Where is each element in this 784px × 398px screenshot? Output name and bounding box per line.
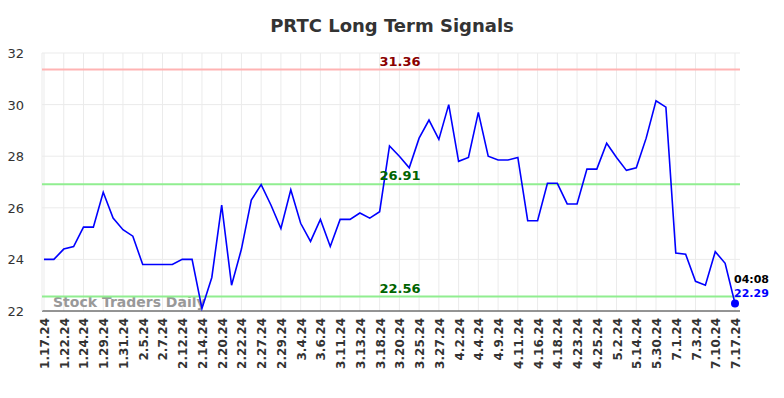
grid-line	[162, 53, 163, 311]
grid-line	[42, 104, 740, 105]
grid-line	[675, 53, 676, 311]
y-axis	[42, 53, 43, 311]
x-tick-label: 4.4.24	[472, 318, 486, 361]
grid-line	[498, 53, 499, 311]
grid-line	[458, 53, 459, 311]
grid-line	[42, 311, 740, 312]
x-tick-label: 3.4.24	[295, 318, 309, 361]
grid-line	[42, 156, 740, 157]
x-tick-label: 7.17.24	[729, 318, 743, 369]
grid-line	[715, 53, 716, 311]
x-tick-label: 2.20.24	[216, 318, 230, 369]
y-tick-label: 28	[7, 149, 24, 164]
grid-line	[261, 53, 262, 311]
x-tick-label: 3.11.24	[334, 318, 348, 369]
grid-line	[42, 207, 740, 208]
grid-line	[577, 53, 578, 311]
x-tick-label: 2.12.24	[176, 318, 190, 369]
grid-line	[182, 53, 183, 311]
x-axis	[42, 311, 740, 312]
grid-line	[300, 53, 301, 311]
grid-line	[636, 53, 637, 311]
y-tick-label: 26	[7, 201, 24, 216]
x-tick-label: 2.27.24	[255, 318, 269, 369]
x-tick-label: 5.2.24	[611, 318, 625, 361]
x-tick-label: 1.29.24	[97, 318, 111, 369]
grid-line	[557, 53, 558, 311]
x-tick-label: 1.22.24	[58, 318, 72, 369]
x-tick-label: 2.22.24	[235, 318, 249, 369]
reference-line	[42, 183, 740, 185]
x-tick-label: 3.25.24	[413, 318, 427, 369]
reference-line	[42, 69, 740, 71]
grid-line	[320, 53, 321, 311]
reference-label: 26.91	[379, 168, 420, 183]
grid-line	[616, 53, 617, 311]
x-tick-label: 4.16.24	[532, 318, 546, 369]
grid-line	[63, 53, 64, 311]
grid-line	[478, 53, 479, 311]
grid-line	[103, 53, 104, 311]
y-tick-label: 30	[7, 98, 24, 113]
y-tick-label: 32	[7, 46, 24, 61]
grid-line	[122, 53, 123, 311]
x-tick-label: 1.24.24	[77, 318, 91, 369]
grid-line	[695, 53, 696, 311]
title: PRTC Long Term Signals	[270, 15, 514, 36]
grid-line	[438, 53, 439, 311]
x-tick-label: 7.3.24	[690, 318, 704, 361]
last-value-label: 22.29	[734, 287, 769, 300]
price-line	[44, 101, 735, 309]
chart: PRTC Long Term Signals 22 24 26 28 30 32 1.17.2…	[0, 0, 784, 398]
y-tick-label: 24	[7, 252, 24, 267]
grid-line	[656, 53, 657, 311]
reference-label: 31.36	[379, 54, 420, 69]
grid-line	[201, 53, 202, 311]
x-tick-label: 1.31.24	[117, 318, 131, 369]
y-tick-label: 22	[7, 304, 24, 319]
x-tick-label: 4.23.24	[571, 318, 585, 369]
x-tick-label: 3.6.24	[314, 318, 328, 361]
x-tick-label: 3.18.24	[374, 318, 388, 369]
grid-line	[142, 53, 143, 311]
grid-line	[221, 53, 222, 311]
x-tick-label: 4.18.24	[551, 318, 565, 369]
grid-line	[241, 53, 242, 311]
x-tick-label: 5.30.24	[650, 318, 664, 369]
x-tick-label: 3.20.24	[393, 318, 407, 369]
grid-line	[517, 53, 518, 311]
last-point	[731, 300, 739, 308]
x-tick-label: 2.5.24	[137, 318, 151, 361]
grid-line	[359, 53, 360, 311]
x-tick-label: 1.17.24	[38, 318, 52, 369]
grid-line	[537, 53, 538, 311]
x-tick-label: 3.13.24	[354, 318, 368, 369]
x-tick-label: 5.14.24	[630, 318, 644, 369]
x-tick-label: 2.7.24	[156, 318, 170, 361]
x-tick-label: 3.27.24	[433, 318, 447, 369]
grid-line	[340, 53, 341, 311]
x-tick-label: 4.2.24	[453, 318, 467, 361]
x-tick-label: 4.11.24	[512, 318, 526, 369]
x-tick-label: 7.10.24	[709, 318, 723, 369]
grid-line	[596, 53, 597, 311]
plot	[44, 101, 739, 309]
x-tick-label: 2.14.24	[196, 318, 210, 369]
time-label: 04:08	[734, 273, 769, 286]
grid-line	[83, 53, 84, 311]
reference-label: 22.56	[379, 281, 420, 296]
reference-line	[42, 296, 740, 298]
grid-line	[280, 53, 281, 311]
grid-line	[44, 53, 45, 311]
x-tick-label: 7.1.24	[670, 318, 684, 361]
grid-line	[42, 259, 740, 260]
x-tick-label: 4.25.24	[591, 318, 605, 369]
x-tick-label: 4.9.24	[492, 318, 506, 361]
x-tick-label: 2.29.24	[275, 318, 289, 369]
